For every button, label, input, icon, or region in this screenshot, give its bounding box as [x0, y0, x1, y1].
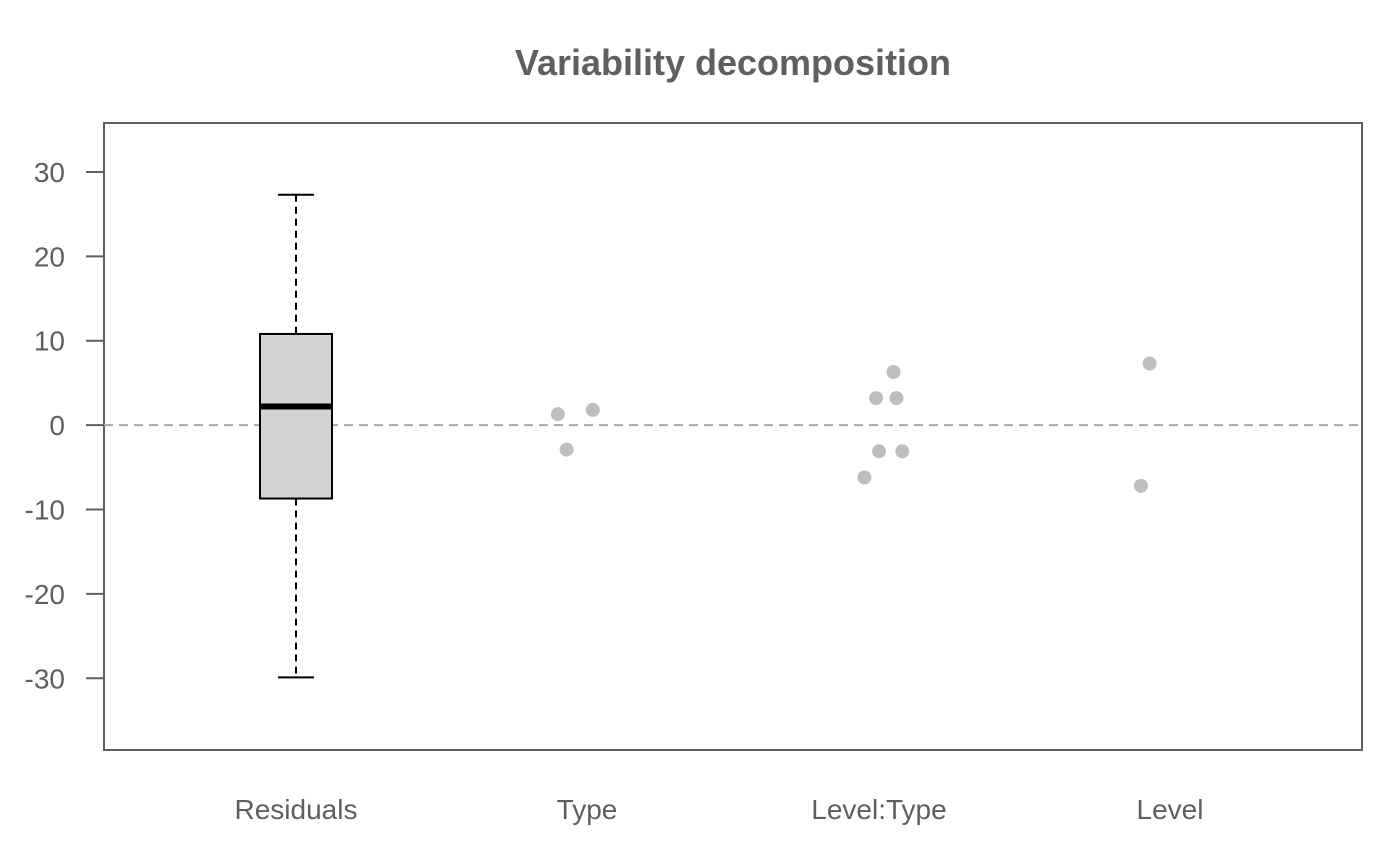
y-tick-label: 30 [34, 157, 65, 188]
y-tick-label: -30 [25, 663, 65, 694]
x-tick-label: Residuals [235, 794, 358, 825]
data-point [886, 364, 901, 379]
box-iqr [259, 332, 333, 500]
y-tick-label: -10 [25, 494, 65, 525]
residuals-boxplot [259, 193, 333, 679]
y-tick-label: 0 [49, 410, 65, 441]
x-tick-label: Level:Type [811, 794, 946, 825]
x-tick-label: Type [557, 794, 618, 825]
chart-title: Variability decomposition [515, 42, 951, 83]
y-tick-label: 10 [34, 326, 65, 357]
data-point [585, 402, 600, 417]
data-point [869, 391, 884, 406]
data-point [559, 442, 574, 457]
y-axis: 30 20 10 0 -10 -20 -30 [25, 157, 104, 694]
effect-points [550, 356, 1157, 493]
data-point [1142, 356, 1157, 371]
data-point [857, 470, 872, 485]
data-point [872, 444, 886, 459]
y-tick-label: 20 [34, 241, 65, 272]
data-point [889, 391, 904, 406]
data-point [550, 407, 565, 422]
x-tick-label: Level [1137, 794, 1204, 825]
y-tick-label: -20 [25, 579, 65, 610]
data-point [1133, 478, 1148, 493]
x-axis: Residuals Type Level:Type Level [235, 794, 1204, 825]
plot-frame [103, 122, 1363, 751]
data-point [895, 444, 910, 459]
